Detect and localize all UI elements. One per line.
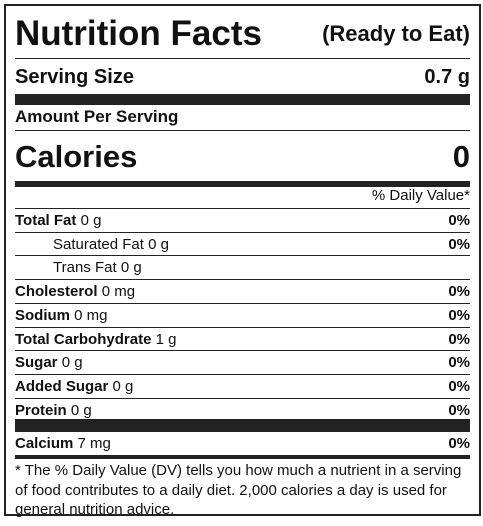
nutrient-name: Cholesterol (15, 283, 98, 301)
nutrition-label: Nutrition Facts (Ready to Eat) Serving S… (4, 4, 481, 518)
nutrient-row: Cholesterol 0 mg 0% (15, 280, 470, 303)
divider (15, 255, 470, 257)
nutrient-name: Total Carbohydrate (15, 330, 152, 348)
nutrient-row: Added Sugar 0 g 0% (15, 375, 470, 398)
nutrient-name: Sugar (15, 354, 58, 372)
nutrient-amount: 0 g (80, 212, 102, 229)
divider (15, 397, 470, 399)
title: Nutrition Facts (15, 14, 262, 53)
nutrient-amount: 0 g (70, 401, 92, 419)
daily-value: 0% (448, 330, 470, 348)
medium-divider (15, 455, 470, 459)
nutrient-row: Total Fat 0 g 0% (15, 209, 470, 232)
calories-row: Calories 0 (15, 137, 470, 177)
nutrient-row: Total Carbohydrate 1 g 0% (15, 328, 470, 351)
nutrient-name: Calcium (15, 435, 74, 452)
divider (15, 231, 470, 233)
daily-value: 0% (448, 377, 470, 395)
daily-value-header: % Daily Value* (371, 187, 470, 204)
calories-label: Calories (15, 139, 138, 174)
nutrient-cell: Total Fat 0 g (15, 212, 101, 229)
serving-row: Serving Size 0.7 g (15, 62, 470, 92)
nutrient-cell: Cholesterol 0 mg (15, 283, 135, 300)
nutrient-name: Saturated Fat (53, 235, 144, 253)
divider (15, 326, 470, 328)
nutrient-name: Sodium (15, 306, 70, 324)
thick-divider (15, 419, 470, 431)
daily-value: 0% (448, 401, 470, 419)
nutrient-cell: Protein 0 g (15, 402, 92, 419)
divider (15, 130, 470, 131)
nutrient-amount: 0 mg (101, 283, 136, 301)
daily-value: 0% (448, 435, 470, 452)
nutrient-cell: Added Sugar 0 g (15, 378, 133, 395)
nutrient-name: Trans Fat (53, 259, 117, 277)
daily-value: 0% (448, 306, 470, 324)
nutrient-row: Calcium 7 mg 0% (15, 432, 470, 455)
divider (15, 279, 470, 281)
nutrient-cell: Calcium 7 mg (15, 435, 111, 452)
nutrient-name: Added Sugar (15, 377, 109, 395)
nutrient-cell: Total Carbohydrate 1 g (15, 331, 176, 348)
daily-value: 0% (448, 212, 470, 229)
nutrient-amount: 0 g (61, 354, 83, 372)
divider (15, 350, 470, 352)
serving-value: 0.7 g (424, 65, 470, 88)
divider (15, 431, 470, 432)
nutrient-row: Sodium 0 mg 0% (15, 304, 470, 327)
header: Nutrition Facts (Ready to Eat) (15, 14, 470, 54)
amount-per-serving: Amount Per Serving (15, 107, 179, 126)
medium-divider (15, 181, 470, 187)
divider (15, 302, 470, 304)
nutrient-row: Protein 0 g 0% (15, 399, 470, 422)
nutrient-name: Total Fat (15, 212, 77, 229)
divider (15, 373, 470, 375)
nutrient-amount: 7 mg (77, 435, 111, 452)
daily-value: 0% (448, 235, 470, 253)
nutrient-cell: Saturated Fat 0 g (15, 236, 169, 253)
calories-value: 0 (452, 139, 470, 174)
thick-divider (15, 94, 470, 105)
nutrient-amount: 0 mg (74, 306, 108, 324)
divider (15, 208, 470, 209)
nutrient-cell: Sodium 0 mg (15, 307, 108, 324)
nutrient-row: Saturated Fat 0 g 0% (15, 233, 470, 256)
divider (15, 58, 470, 59)
subtitle: (Ready to Eat) (322, 21, 470, 46)
nutrient-name: Protein (15, 401, 67, 419)
daily-value: 0% (448, 283, 470, 301)
serving-label: Serving Size (15, 65, 134, 88)
nutrient-amount: 0 g (148, 235, 169, 253)
nutrient-row: Trans Fat 0 g (15, 256, 470, 279)
daily-value: 0% (448, 354, 470, 372)
nutrient-cell: Trans Fat 0 g (15, 259, 142, 276)
nutrient-amount: 0 g (112, 377, 134, 395)
nutrient-row: Sugar 0 g 0% (15, 351, 470, 374)
nutrient-amount: 0 g (120, 259, 142, 277)
nutrient-amount: 1 g (155, 330, 177, 348)
footnote: * The % Daily Value (DV) tells you how m… (15, 462, 462, 518)
nutrient-cell: Sugar 0 g (15, 354, 83, 371)
